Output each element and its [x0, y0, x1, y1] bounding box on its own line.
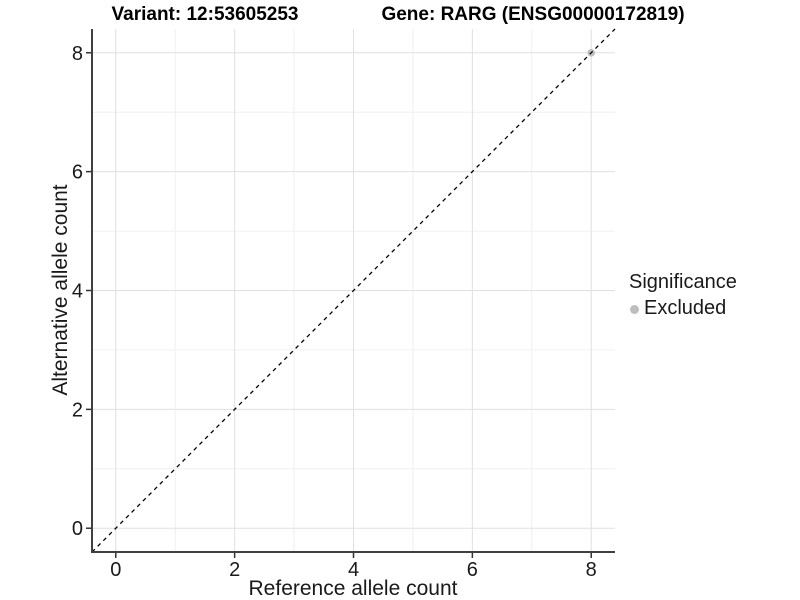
plot-title-variant: Variant: 12:53605253: [111, 4, 299, 25]
x-tick-label: 8: [586, 559, 597, 581]
y-tick-label: 6: [72, 162, 83, 184]
plot-title-gene: Gene: RARG (ENSG00000172819): [381, 4, 685, 25]
legend-item-label: Excluded: [644, 297, 727, 319]
x-tick-label: 0: [110, 559, 121, 581]
y-tick-label: 4: [72, 281, 83, 303]
y-axis-title: Alternative allele count: [49, 184, 72, 396]
y-tick-label: 2: [72, 399, 83, 421]
legend-point-icon: [630, 305, 639, 314]
x-axis-title: Reference allele count: [248, 577, 458, 600]
x-tick-label: 4: [348, 559, 359, 581]
legend-item-excluded: Excluded: [628, 297, 737, 320]
legend: Significance Excluded: [628, 271, 737, 320]
x-tick-label: 2: [229, 559, 240, 581]
identity-reference-line: [91, 28, 616, 553]
x-tick-label: 6: [467, 559, 478, 581]
y-tick-label: 8: [72, 43, 83, 65]
legend-items: Excluded: [628, 297, 737, 320]
y-tick-label: 0: [72, 518, 83, 540]
legend-title: Significance: [629, 271, 737, 293]
